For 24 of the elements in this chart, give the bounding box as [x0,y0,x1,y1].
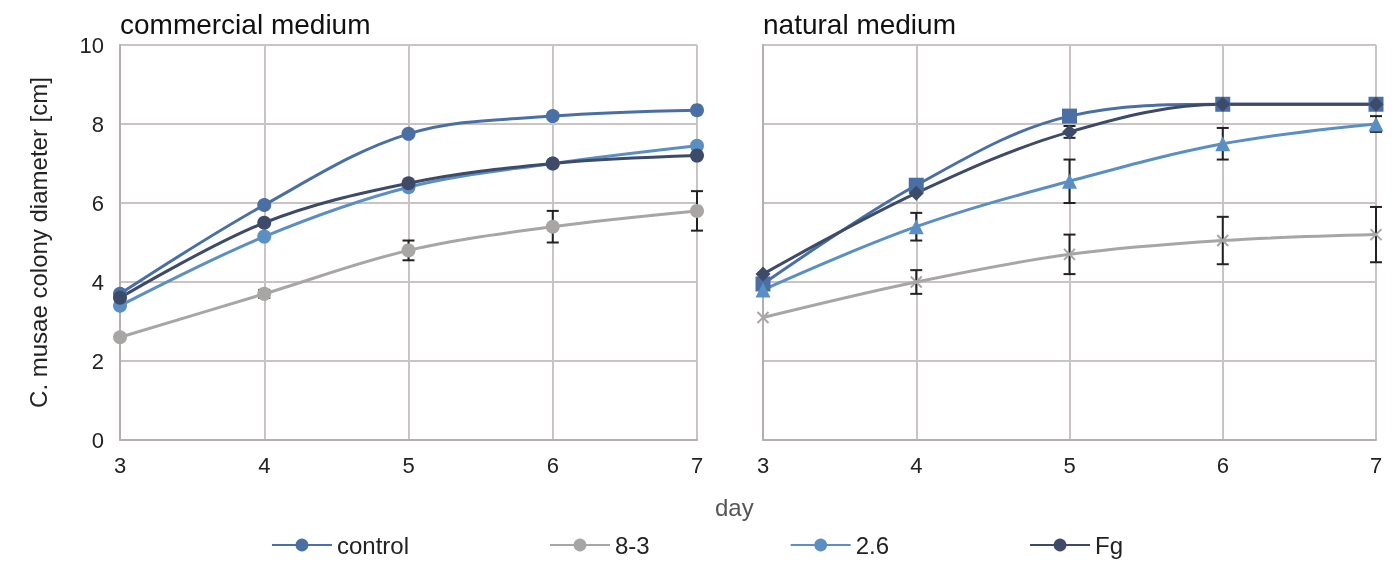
x-tick-label: 6 [546,452,559,478]
chart-title: natural medium [763,8,956,40]
y-tick-label: 6 [91,190,104,216]
x-tick-label: 3 [113,452,127,478]
x-tick-label: 7 [690,452,704,478]
x-tick-label: 4 [258,452,271,478]
x-tick-label: 3 [756,452,770,478]
legend-label: 2.6 [855,531,890,559]
y-tick-label: 0 [91,427,104,453]
x-tick-label: 5 [402,452,415,478]
x-tick-label: 6 [1216,452,1229,478]
x-tick-label: 5 [1063,452,1076,478]
legend-label: Fg [1095,531,1124,559]
y-axis-title: C. musae colony diameter [cm] [24,77,52,408]
y-tick-label: 10 [79,32,104,58]
x-axis-title: day [715,493,754,521]
legend-label: 8-3 [614,531,650,559]
y-tick-label: 2 [91,348,104,374]
legend-label: control [336,531,409,559]
chart-title: commercial medium [120,8,371,40]
x-tick-label: 7 [1369,452,1383,478]
x-tick-label: 4 [910,452,923,478]
y-tick-label: 4 [91,269,104,295]
y-tick-label: 8 [91,111,104,137]
